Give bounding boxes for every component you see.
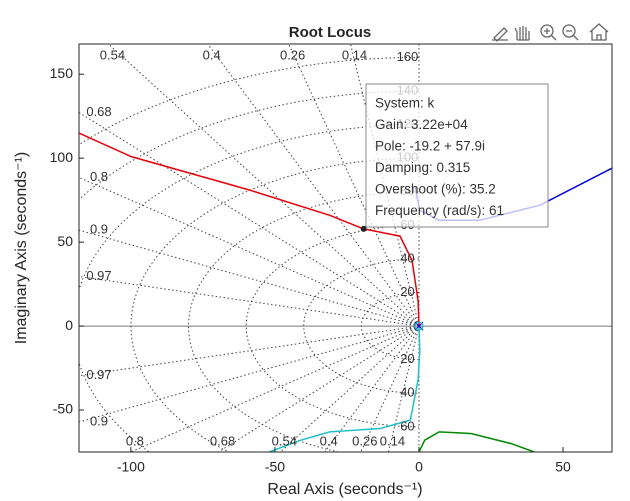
zoom-in-button[interactable] [540, 24, 557, 41]
datatip-line: Gain: 3.22e+04 [375, 117, 468, 132]
datatip-box [365, 83, 549, 228]
y-tick-label: -50 [53, 401, 73, 417]
damping-grid-label: 0.14 [380, 433, 405, 448]
locus-branch [418, 431, 535, 452]
frequency-grid-line [187, 191, 419, 452]
datatip-marker [360, 225, 367, 232]
datatip-line: Damping: 0.315 [375, 160, 470, 175]
x-axis-label: Real Axis (seconds⁻¹) [267, 481, 422, 498]
frequency-grid-label: 40 [400, 250, 414, 265]
damping-grid-line [79, 325, 420, 377]
grid [79, 44, 612, 452]
damping-grid-label: 0.8 [126, 433, 144, 448]
damping-grid-label: 0.68 [210, 433, 235, 448]
y-tick-label: 150 [50, 65, 74, 81]
brush-button[interactable] [492, 27, 508, 42]
frequency-grid-line [130, 157, 419, 452]
damping-grid-label: 0.4 [203, 47, 221, 62]
frequency-grid-line [245, 224, 419, 428]
y-axis-label: Imaginary Axis (seconds⁻¹) [13, 152, 30, 345]
frequency-grid-line [361, 291, 419, 361]
damping-grid-label: 0.26 [280, 47, 305, 62]
zoom-out-button[interactable] [562, 24, 579, 41]
damping-grid-label: 0.14 [342, 47, 367, 62]
overlay: -100-50050-50050100150202040406060801001… [50, 47, 571, 474]
damping-grid-label: 0.8 [90, 169, 108, 184]
damping-grid-label: 0.54 [272, 433, 297, 448]
datatip-line: Pole: -19.2 + 57.9i [375, 139, 485, 154]
x-tick-label: 0 [415, 459, 423, 475]
damping-grid-line [324, 325, 420, 452]
frequency-grid-label: 60 [400, 418, 414, 433]
damping-grid-label: 0.26 [352, 433, 377, 448]
damping-grid-line [79, 275, 420, 327]
x-tick-label: -100 [117, 459, 145, 475]
axes-box [78, 43, 613, 453]
pan-button[interactable] [514, 26, 530, 41]
frequency-grid-label: 40 [400, 385, 414, 400]
toolbar [492, 23, 609, 42]
frequency-grid-label: 20 [400, 351, 414, 366]
damping-grid-label: 0.9 [90, 222, 108, 237]
damping-grid-label: 0.9 [90, 413, 108, 428]
home-button[interactable] [589, 23, 609, 41]
datatip-line: Frequency (rad/s): 61 [375, 203, 504, 218]
damping-grid-label: 0.54 [100, 47, 125, 62]
damping-grid-label: 0.97 [86, 268, 111, 283]
damping-grid-line [207, 44, 420, 327]
frequency-grid-label: 160 [397, 49, 419, 64]
x-tick-label: 50 [555, 459, 571, 475]
frequency-grid-label: 20 [400, 284, 414, 299]
damping-grid-label: 0.68 [86, 104, 111, 119]
damping-grid-line [107, 44, 420, 327]
datatip-line: System: k [375, 96, 435, 111]
locus-branch [268, 326, 421, 452]
x-tick-label: -50 [265, 459, 285, 475]
chart-title: Root Locus [289, 24, 372, 41]
damping-grid-line [279, 325, 420, 452]
zero-marker [414, 321, 424, 331]
y-tick-label: 0 [65, 317, 73, 333]
datatip-line: Overshoot (%): 35.2 [375, 182, 496, 197]
damping-grid-label: 0.97 [86, 367, 111, 382]
y-tick-label: 100 [50, 149, 74, 165]
y-tick-label: 50 [57, 233, 73, 249]
damping-grid-label: 0.4 [320, 433, 338, 448]
frequency-grid-line [303, 258, 419, 394]
